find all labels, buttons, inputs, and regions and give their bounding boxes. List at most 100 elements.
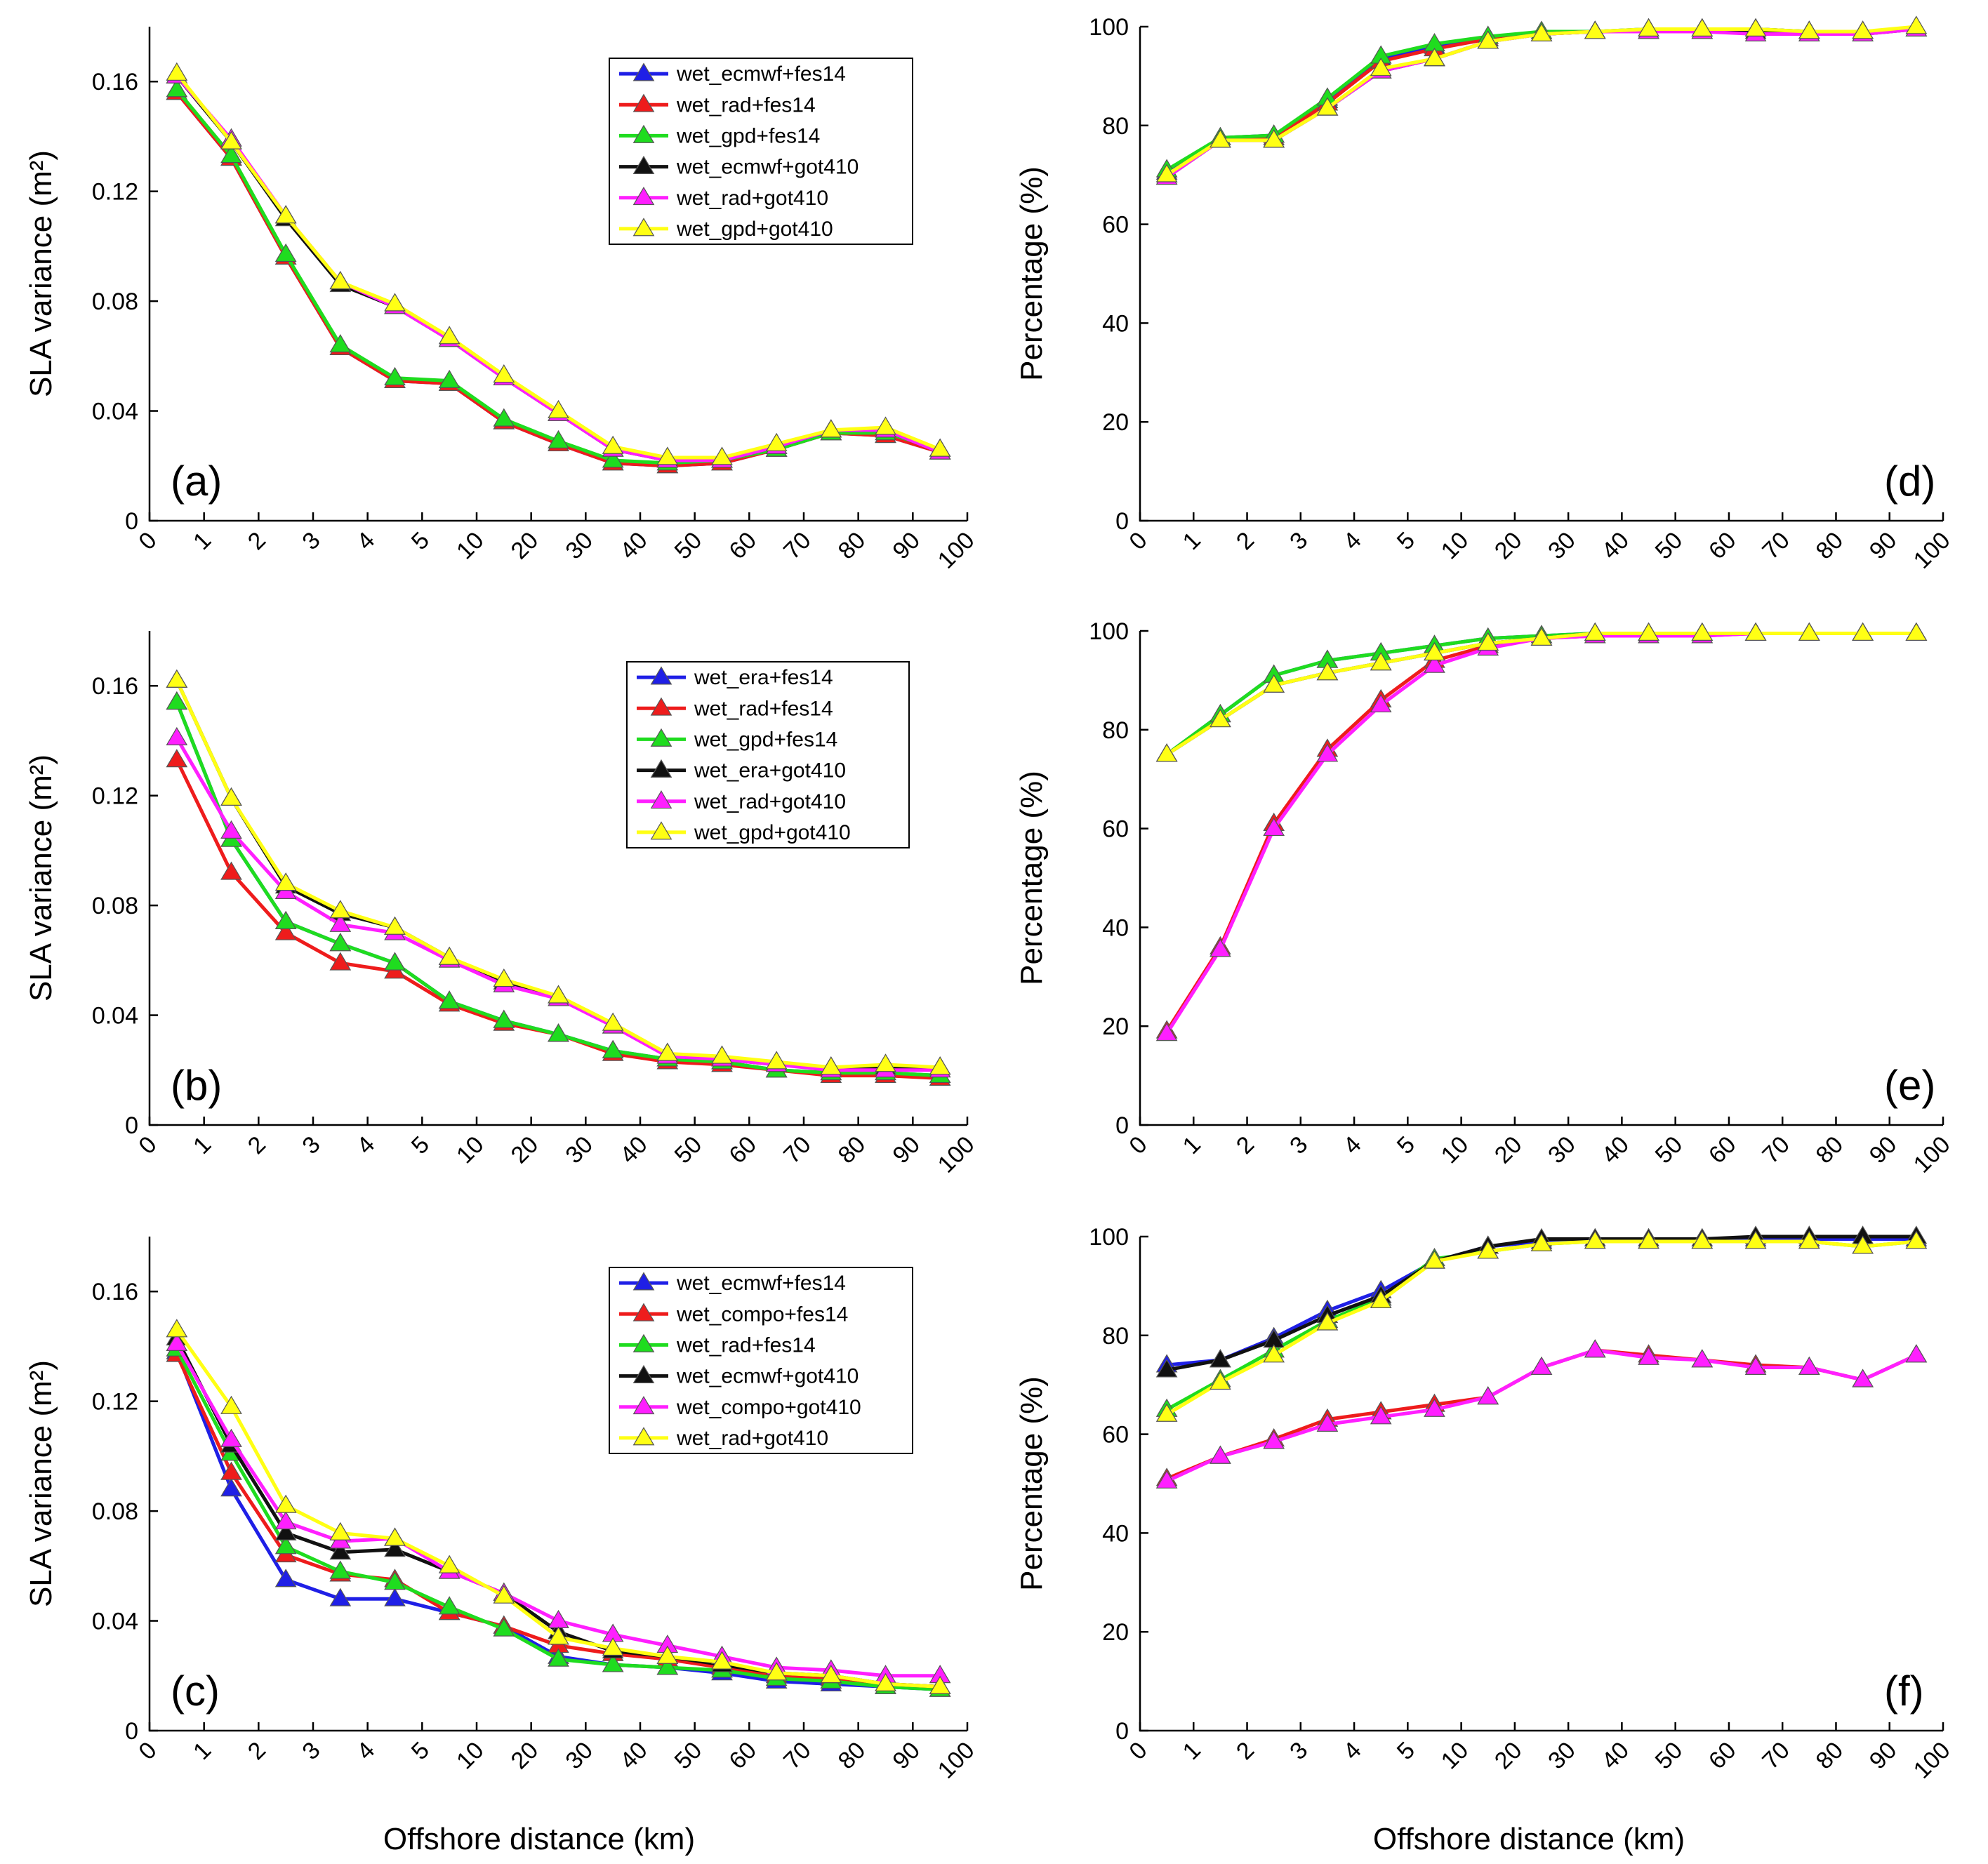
legend-box <box>609 1267 913 1454</box>
data-point-wet_gpd+got410 <box>929 1056 951 1075</box>
data-point-wet_rad+fes14 <box>274 1536 297 1555</box>
data-point-wet_gpd+got410 <box>1584 622 1606 641</box>
y-tick-label: 40 <box>1102 914 1129 941</box>
data-point-wet_gpd+got410 <box>820 419 842 438</box>
data-point-wet_ecmwf+got410 <box>384 1538 406 1557</box>
legend-label: wet_era+fes14 <box>694 666 833 689</box>
data-point-wet_rad+fes14 <box>656 1656 679 1675</box>
data-point-wet_rad+fes14 <box>384 1571 406 1590</box>
legend-label: wet_ecmwf+got410 <box>676 156 859 179</box>
data-point-wet_rad+got410 <box>656 1645 679 1664</box>
data-point-wet_rad+got410 <box>1263 1344 1285 1363</box>
panels: 0 1 2 3 4 5 10 20 30 40 50 60 70 80 90 10000.040.080.12… <box>24 14 1956 1784</box>
panel-label: (c) <box>171 1667 220 1715</box>
y-tick-label: 0 <box>1115 1112 1129 1139</box>
data-point-wet_rad+got410 <box>929 1675 951 1694</box>
data-point-wet_rad+got410 <box>1691 1230 1714 1249</box>
legend-swatch-marker <box>632 1396 655 1415</box>
data-point-wet_rad+got410 <box>875 1672 896 1691</box>
data-point-wet_gpd+got410 <box>1530 627 1553 646</box>
data-point-wet_rad+got410 <box>765 1662 788 1681</box>
data-point-wet_gpd+got410 <box>1370 58 1392 76</box>
data-point-wet_gpd+fes14 <box>548 1023 569 1042</box>
data-point-wet_ecmwf+fes14 <box>329 1587 352 1606</box>
data-point-wet_gpd+got410 <box>1370 652 1392 671</box>
legend-label: wet_gpd+got410 <box>694 821 851 844</box>
legend-swatch-marker <box>650 759 672 778</box>
data-point-wet_gpd+fes14 <box>384 366 406 386</box>
data-point-wet_rad+got410 <box>493 1585 515 1604</box>
data-point-wet_rad+got410 <box>274 1494 297 1513</box>
data-point-wet_ecmwf+got410 <box>274 1522 297 1540</box>
data-point-wet_compo+got410 <box>220 1428 242 1447</box>
data-point-wet_gpd+got410 <box>1638 622 1659 641</box>
data-point-wet_gpd+got410 <box>1210 129 1231 148</box>
data-point-wet_compo+got410 <box>1744 1356 1767 1375</box>
y-tick-label: 100 <box>1089 14 1129 41</box>
legend-swatch-marker <box>632 62 655 81</box>
data-point-wet_gpd+got410 <box>765 1051 788 1070</box>
data-point-wet_gpd+got410 <box>656 446 679 465</box>
legend-swatch-marker <box>650 666 672 685</box>
data-point-wet_gpd+got410 <box>1744 18 1767 36</box>
legend: wet_ecmwf+fes14 wet_compo+fes14 wet_rad+fe… <box>609 1267 913 1454</box>
data-point-wet_gpd+got410 <box>220 787 242 806</box>
data-point-wet_gpd+got410 <box>656 1042 679 1061</box>
data-point-wet_compo+got410 <box>1530 1356 1553 1375</box>
data-point-wet_gpd+got410 <box>765 432 788 451</box>
data-point-wet_rad+got410 <box>166 726 188 745</box>
data-point-wet_rad+fes14 <box>274 921 297 940</box>
legend-swatch-marker <box>632 187 655 206</box>
y-axis-title: SLA variance (m²) <box>24 150 58 397</box>
legend: wet_era+fes14 wet_rad+fes14 wet_gpd+fes14w… <box>626 661 910 848</box>
data-point-wet_rad+got410 <box>1370 693 1392 713</box>
data-point-wet_gpd+fes14 <box>493 408 515 427</box>
data-point-wet_gpd+fes14 <box>438 990 460 1009</box>
y-tick-label: 80 <box>1102 113 1129 140</box>
legend-label: wet_rad+fes14 <box>676 93 816 116</box>
data-point-wet_compo+got410 <box>1263 1430 1285 1449</box>
data-point-wet_gpd+got410 <box>1155 743 1178 762</box>
data-point-wet_rad+got410 <box>1798 1230 1820 1249</box>
data-point-wet_gpd+got410 <box>493 364 515 383</box>
panel-label: (b) <box>171 1062 222 1109</box>
data-point-wet_rad+got410 <box>602 1637 624 1656</box>
y-tick-label: 0.04 <box>92 1003 138 1030</box>
data-point-wet_gpd+got410 <box>929 438 951 457</box>
data-point-wet_gpd+got410 <box>1852 20 1874 39</box>
legend-label: wet_era+got410 <box>694 759 846 783</box>
legend: wet_ecmwf+fes14 wet_rad+fes14 wet_gpd+fes1… <box>609 58 913 245</box>
data-point-wet_rad+got410 <box>166 1319 188 1338</box>
data-point-wet_gpd+got410 <box>820 1056 842 1075</box>
legend-label: wet_rad+fes14 <box>676 1333 816 1357</box>
data-point-wet_rad+got410 <box>329 1522 352 1540</box>
data-point-wet_gpd+got410 <box>274 872 297 891</box>
y-tick-label: 0.08 <box>92 893 138 919</box>
data-point-wet_rad+got410 <box>1424 1250 1445 1269</box>
y-tick-label: 100 <box>1089 1224 1129 1251</box>
x-axis-title-right: Offshore distance (km) <box>1373 1822 1685 1856</box>
panel-label: (d) <box>1884 458 1935 505</box>
legend-swatch-marker <box>632 218 655 237</box>
data-point-wet_compo+got410 <box>1852 1369 1874 1387</box>
data-point-wet_rad+got410 <box>1424 654 1445 673</box>
y-tick-label: 0.16 <box>92 1279 138 1305</box>
data-point-wet_gpd+fes14 <box>548 430 569 449</box>
y-tick-label: 0.04 <box>92 399 138 425</box>
data-point-wet_gpd+got410 <box>1263 674 1285 693</box>
legend-label: wet_gpd+got410 <box>676 218 833 241</box>
legend-label: wet_rad+fes14 <box>694 697 833 720</box>
data-point-wet_rad+fes14 <box>548 1648 569 1667</box>
data-point-wet_rad+got410 <box>1530 1232 1553 1251</box>
data-point-wet_compo+got410 <box>1424 1398 1445 1417</box>
data-point-wet_rad+fes14 <box>493 1618 515 1637</box>
data-point-wet_gpd+got410 <box>1905 622 1928 641</box>
data-point-wet_compo+got410 <box>1584 1339 1606 1358</box>
data-point-wet_gpd+got410 <box>602 1012 624 1031</box>
data-point-wet_rad+got410 <box>1584 1230 1606 1249</box>
data-point-wet_rad+got410 <box>1905 1230 1928 1249</box>
legend-label: wet_ecmwf+fes14 <box>676 62 846 86</box>
x-axis-title-left: Offshore distance (km) <box>383 1822 695 1856</box>
data-point-wet_rad+got410 <box>1477 1240 1499 1259</box>
data-point-wet_ecmwf+fes14 <box>384 1587 406 1606</box>
